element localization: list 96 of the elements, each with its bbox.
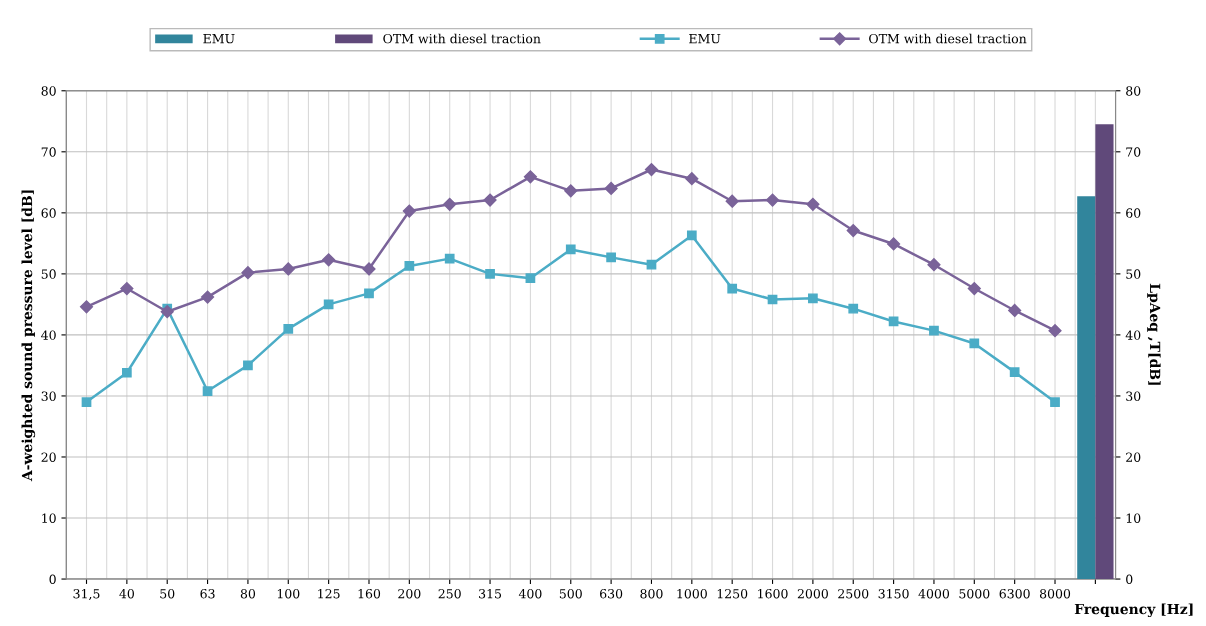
legend-label: EMU [203, 34, 235, 44]
x-tick-label: 500 [559, 588, 582, 599]
point [81, 397, 92, 407]
point [281, 262, 295, 276]
x-tick-label: 630 [600, 588, 623, 599]
y2-tick-label: 60 [1126, 208, 1141, 218]
point [404, 261, 415, 271]
point [1009, 367, 1020, 378]
x-tick-label: 160 [358, 588, 381, 599]
point [564, 184, 578, 198]
point [887, 237, 901, 251]
point [525, 273, 536, 284]
x-tick-label: 80 [240, 588, 256, 599]
point [444, 253, 455, 264]
y-tick-label: 10 [42, 513, 56, 523]
x-tick-label: 800 [640, 588, 663, 599]
point [200, 290, 215, 304]
point [969, 338, 980, 349]
x-tick-label: 8000 [1039, 588, 1071, 599]
point [604, 181, 618, 196]
point [846, 223, 860, 238]
y2-axis-title: LpAeq ,T[dB] [1147, 283, 1161, 385]
y2-tick-label: 50 [1126, 269, 1141, 279]
y2-tick-label: 80 [1126, 86, 1141, 96]
y-tick-label: 70 [41, 147, 56, 157]
x-tick-label: 2500 [838, 588, 869, 599]
y2-tick-label: 0 [1126, 574, 1133, 584]
point [967, 281, 981, 296]
x-tick-label: 1250 [717, 588, 748, 599]
y2-tick-label: 20 [1126, 452, 1141, 462]
point [160, 305, 174, 319]
point [929, 325, 939, 336]
y-tick-label: 60 [41, 208, 56, 218]
x-tick-label: 250 [438, 588, 461, 599]
x-tick-label: 31,5 [73, 588, 100, 600]
point [1008, 303, 1022, 318]
y-tick-label: 0 [49, 574, 56, 584]
point [1050, 397, 1060, 407]
x-tick-label: 63 [200, 588, 215, 599]
point [243, 360, 253, 371]
point [523, 170, 537, 184]
x-tick-label: 40 [119, 588, 134, 599]
point [725, 194, 739, 208]
point [927, 258, 941, 272]
x-tick-label: 6300 [999, 588, 1030, 599]
x-tick-label: 50 [160, 588, 175, 599]
point [565, 244, 576, 255]
point [79, 300, 94, 314]
legend-label: OTM with diesel traction [383, 33, 541, 44]
point [765, 193, 780, 207]
y-axis-title: A-weighted sound pressure level [dB] [21, 190, 36, 482]
x-tick-label: 400 [518, 588, 542, 599]
x-tick-label: 315 [479, 588, 502, 599]
x-tick-label: 1600 [758, 588, 788, 599]
point [202, 386, 213, 396]
x-tick-label: 100 [277, 588, 300, 599]
point [120, 281, 134, 296]
point [848, 303, 859, 314]
y-tick-label: 50 [41, 269, 56, 279]
point [686, 230, 697, 241]
point [685, 172, 699, 186]
point [644, 162, 659, 177]
point [808, 293, 818, 304]
x-tick-label: 3150 [878, 588, 909, 599]
y-tick-label: 30 [41, 391, 56, 401]
point [283, 323, 294, 334]
y-tick-label: 40 [41, 330, 56, 340]
point [806, 197, 820, 211]
x-tick-label: 200 [398, 588, 421, 599]
y2-tick-label: 10 [1126, 513, 1141, 523]
x-tick-label: 2000 [797, 588, 828, 599]
point [485, 269, 495, 279]
point [646, 259, 657, 270]
x-tick-label: 5000 [959, 588, 990, 599]
x-tick-label: 125 [318, 588, 340, 599]
y-tick-label: 80 [41, 86, 56, 96]
legend-label: EMU [689, 34, 721, 44]
x-axis-title: Frequency [Hz] [1074, 603, 1193, 618]
y2-tick-label: 40 [1125, 330, 1141, 340]
point [122, 367, 132, 378]
y2-tick-label: 30 [1126, 391, 1141, 401]
point [322, 253, 336, 267]
point [483, 193, 497, 207]
point [727, 283, 738, 294]
point [241, 266, 255, 280]
y-tick-label: 20 [41, 452, 56, 462]
x-tick-label: 1000 [677, 588, 707, 599]
point [606, 252, 616, 263]
point [362, 262, 376, 276]
point [364, 288, 374, 299]
point [1048, 324, 1062, 338]
point [402, 204, 416, 218]
legend-label: OTM with diesel traction [869, 33, 1027, 44]
x-tick-label: 4000 [918, 588, 950, 599]
y2-tick-label: 70 [1126, 147, 1141, 157]
point [443, 197, 457, 211]
